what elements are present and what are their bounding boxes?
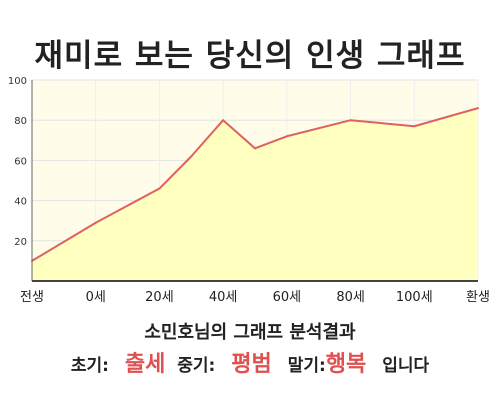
- data-point: [413, 125, 416, 128]
- ending-text: 입니다: [382, 356, 430, 376]
- early-value: 출세: [124, 352, 166, 377]
- y-tick-label: 20: [14, 237, 27, 248]
- analysis-subtitle: 소민호님의 그래프 분석결과: [144, 322, 356, 343]
- data-point: [285, 135, 288, 138]
- middle-label: 중기:: [177, 356, 216, 376]
- x-tick-label: 100세: [396, 290, 433, 305]
- data-point: [349, 119, 352, 122]
- x-tick-label: 40세: [209, 290, 238, 305]
- series-area-fill: [32, 108, 478, 281]
- late-value: 행복: [325, 352, 367, 377]
- x-tick-label: 전생: [20, 290, 44, 305]
- y-tick-label: 40: [14, 197, 27, 208]
- data-point: [222, 119, 225, 122]
- y-tick-label: 100: [8, 76, 27, 87]
- data-point: [158, 187, 161, 190]
- y-tick-label: 80: [14, 116, 27, 127]
- data-point: [94, 221, 97, 224]
- x-tick-label: 60세: [273, 290, 302, 305]
- late-label: 말기:: [287, 356, 326, 376]
- series-line: [31, 107, 479, 262]
- middle-value: 평범: [231, 352, 272, 377]
- analysis-summary: 초기: 출세 중기: 평범 말기:행복 입니다: [0, 346, 500, 378]
- x-tick-label: 20세: [145, 290, 174, 305]
- x-tick-label: 0세: [86, 290, 106, 305]
- early-label: 초기:: [70, 356, 109, 376]
- data-point: [254, 147, 256, 150]
- chart-title: 재미로 보는 당신의 인생 그래프: [34, 38, 466, 74]
- x-tick-label: 80세: [336, 290, 365, 305]
- x-tick-label: 환생: [466, 290, 490, 305]
- data-point: [477, 107, 479, 110]
- y-tick-label: 60: [14, 156, 27, 167]
- data-point: [190, 155, 193, 158]
